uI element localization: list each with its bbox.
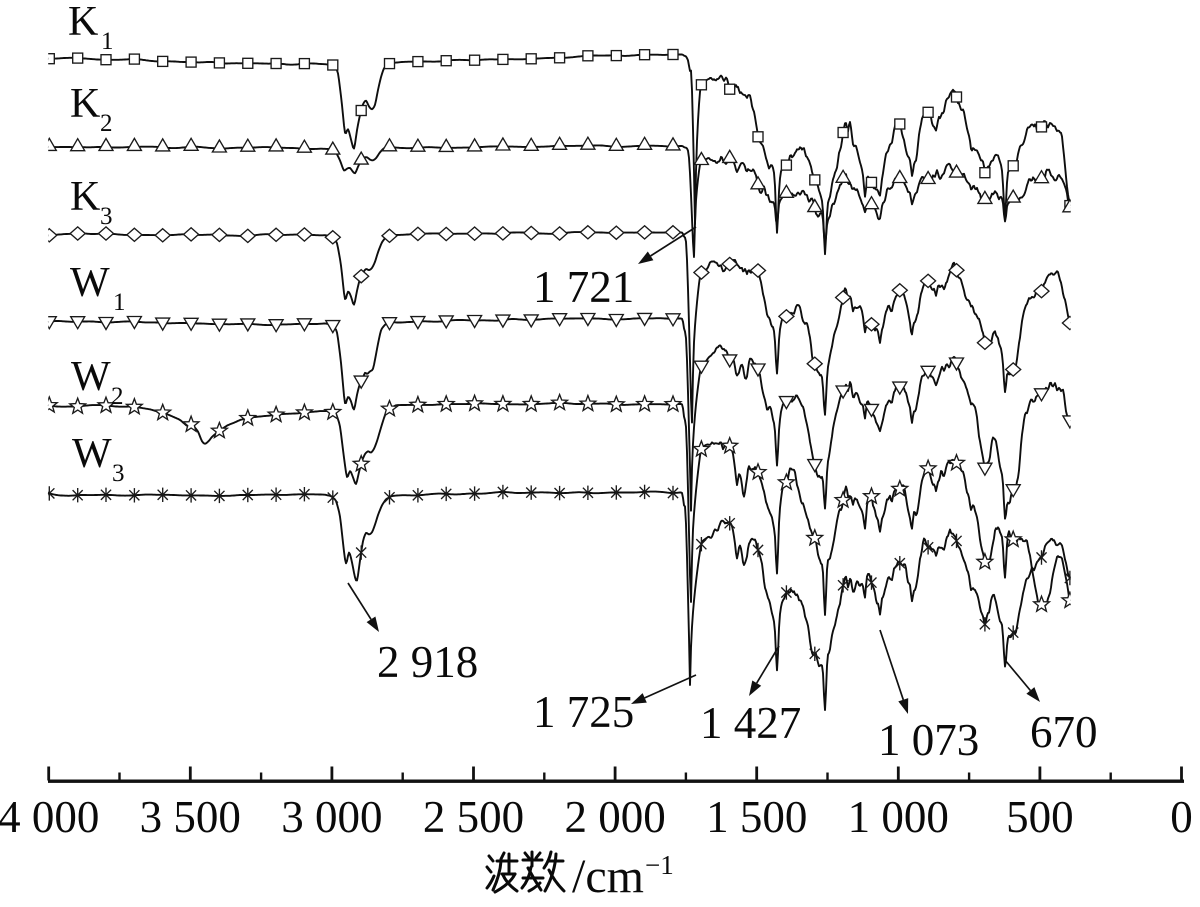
svg-text:1: 1 xyxy=(101,28,114,55)
svg-text:/cm: /cm xyxy=(572,850,644,902)
svg-text:W: W xyxy=(71,354,111,400)
svg-text:1 500: 1 500 xyxy=(706,792,807,842)
svg-text:3 000: 3 000 xyxy=(281,792,382,842)
svg-text:1: 1 xyxy=(113,289,126,316)
svg-text:2 000: 2 000 xyxy=(564,792,665,842)
svg-text:1 073: 1 073 xyxy=(878,715,979,765)
svg-text:2 918: 2 918 xyxy=(377,637,478,687)
svg-text:2: 2 xyxy=(100,110,113,137)
svg-text:4 000: 4 000 xyxy=(0,792,99,842)
svg-text:W: W xyxy=(72,431,112,477)
svg-text:3 500: 3 500 xyxy=(140,792,241,842)
svg-text:500: 500 xyxy=(1006,792,1074,842)
svg-text:K: K xyxy=(70,174,100,220)
svg-text:1 000: 1 000 xyxy=(848,792,949,842)
svg-text:−1: −1 xyxy=(645,850,674,880)
svg-text:3: 3 xyxy=(112,460,125,487)
svg-text:K: K xyxy=(68,0,98,45)
svg-text:1 725: 1 725 xyxy=(533,687,634,737)
svg-text:3: 3 xyxy=(100,203,113,230)
svg-text:W: W xyxy=(70,260,110,306)
svg-text:2 500: 2 500 xyxy=(423,792,524,842)
svg-text:1 427: 1 427 xyxy=(700,698,801,748)
svg-text:2: 2 xyxy=(111,383,124,410)
svg-text:K: K xyxy=(70,81,100,127)
svg-text:670: 670 xyxy=(1030,707,1098,757)
svg-text:1 721: 1 721 xyxy=(533,262,634,312)
svg-text:0: 0 xyxy=(1170,792,1193,842)
